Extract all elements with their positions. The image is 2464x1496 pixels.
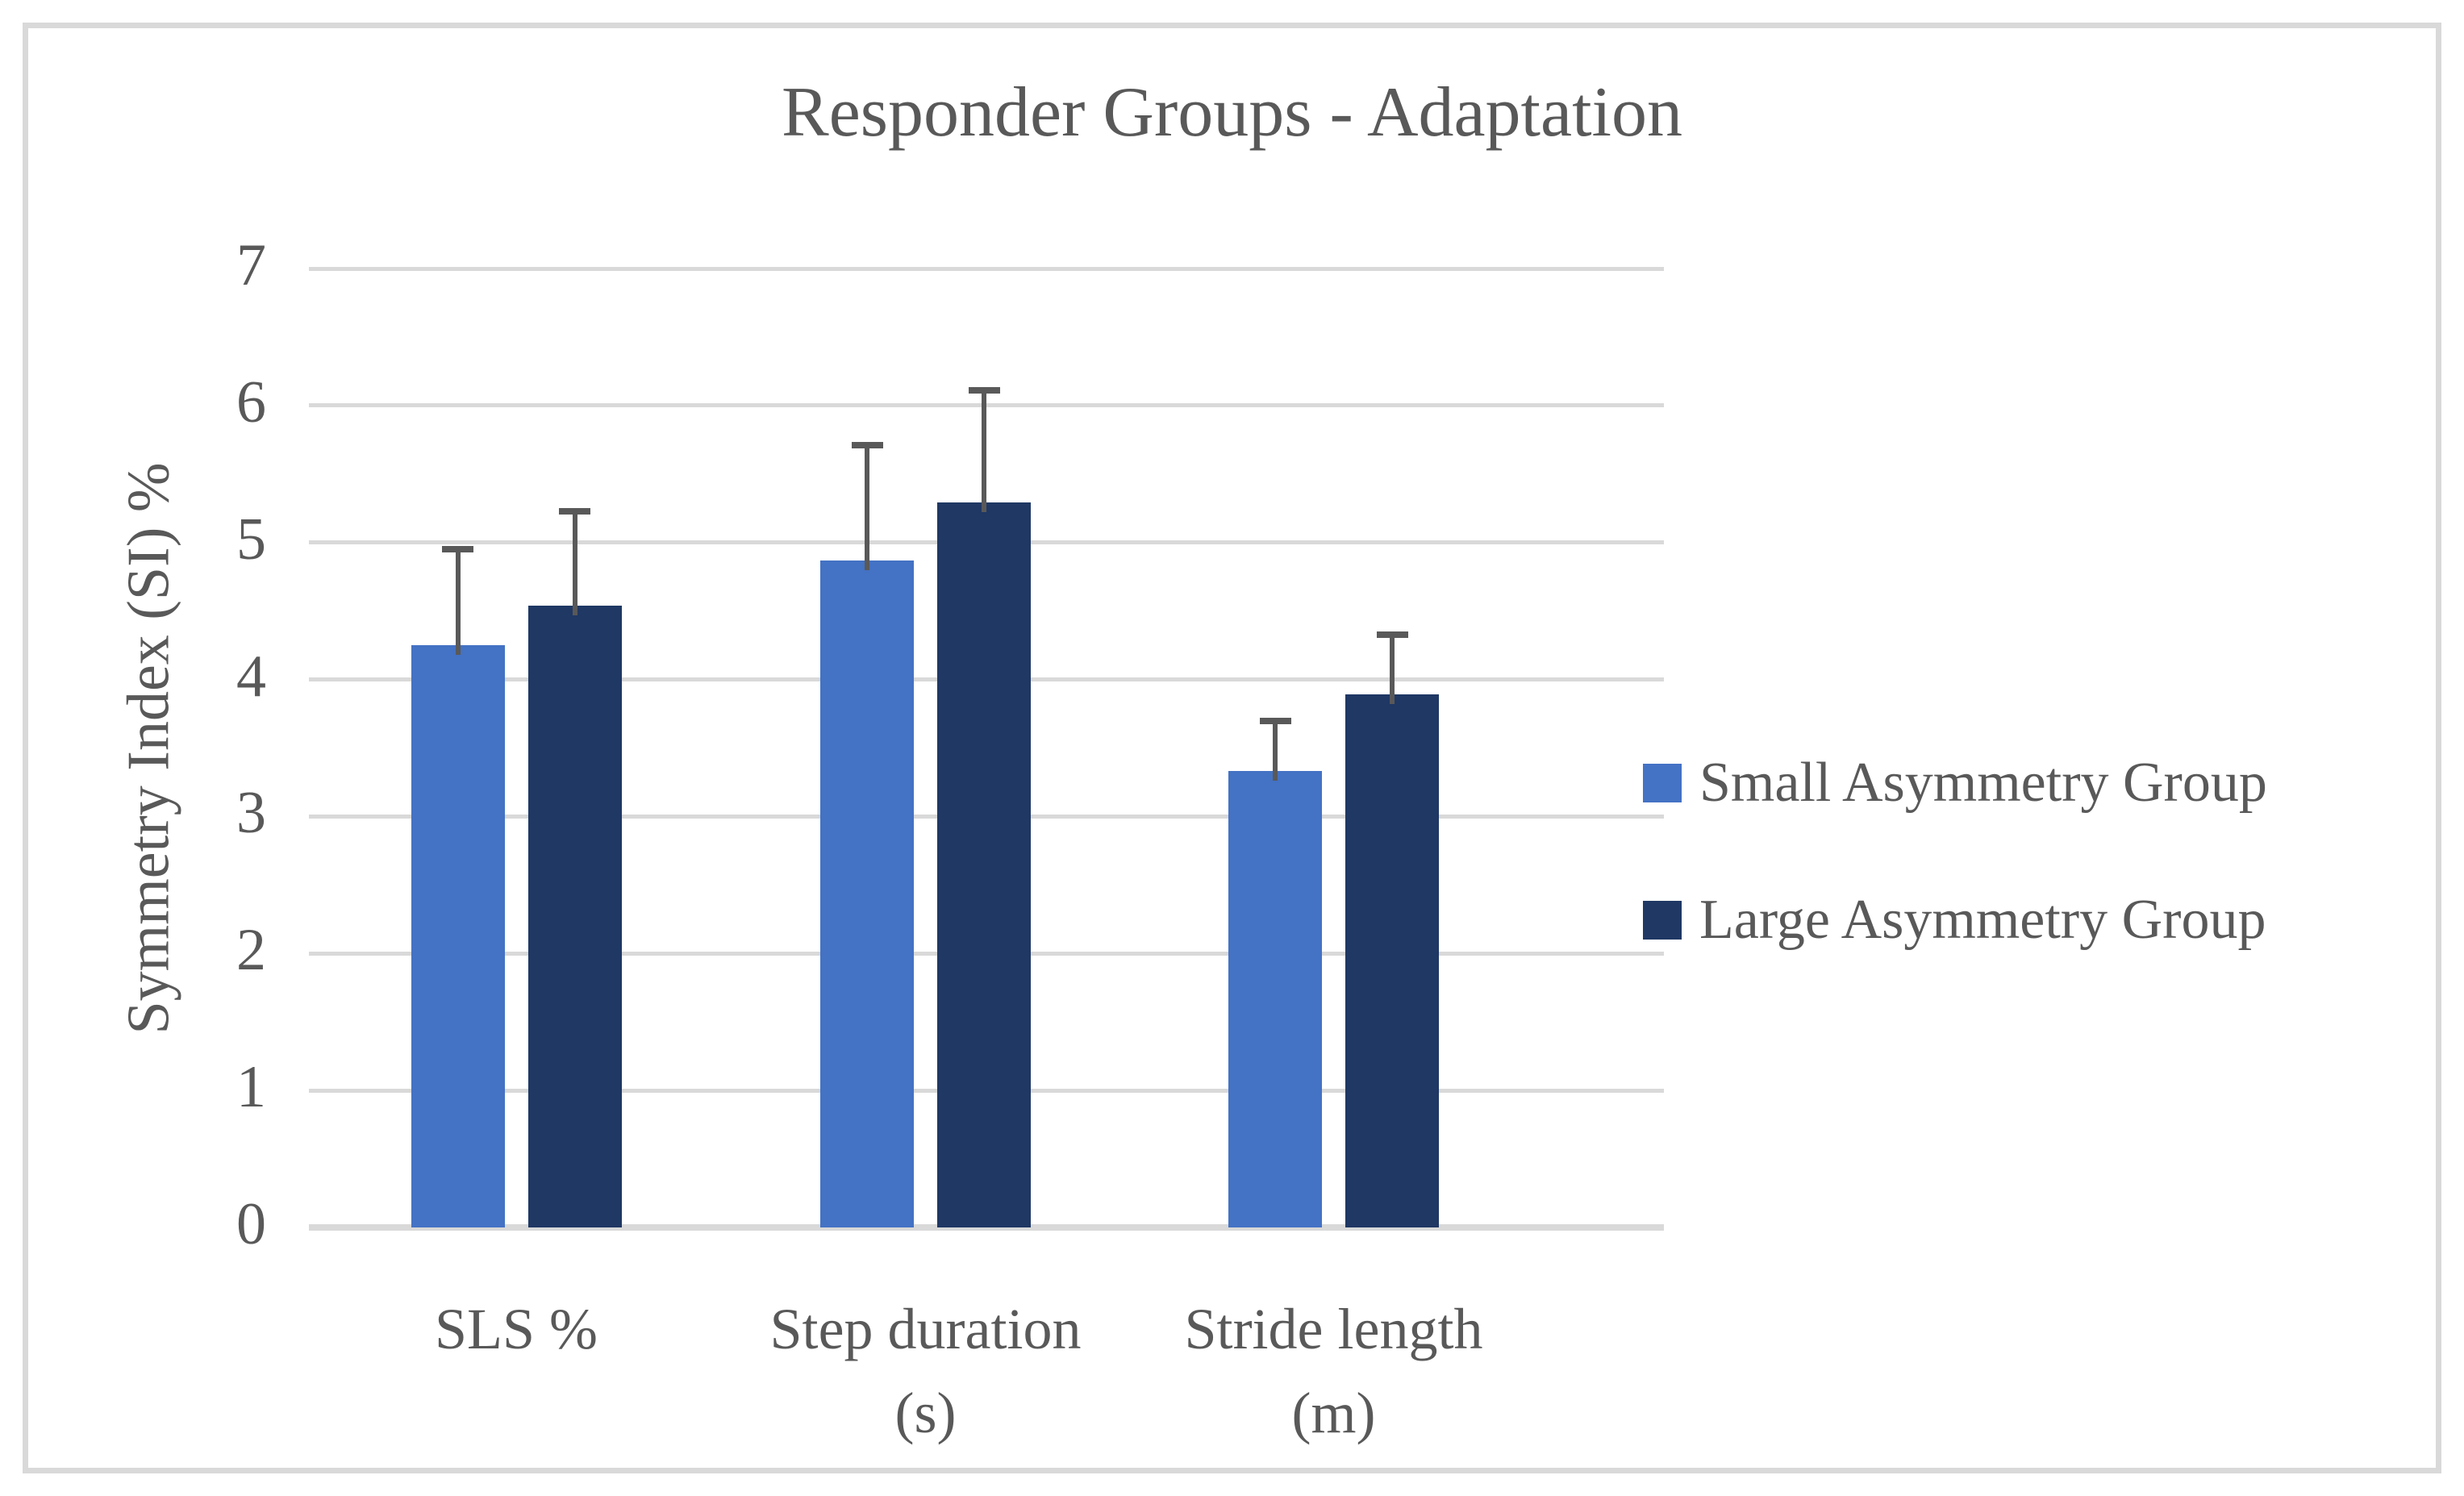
error-bar-cap (442, 546, 473, 553)
category-label-line1: Stride length (1184, 1297, 1483, 1361)
bar-small-asymmetry (411, 645, 505, 1227)
legend-swatch-small-asymmetry (1643, 764, 1682, 802)
category-label: Step duration (s) (668, 1287, 1184, 1456)
bar-small-asymmetry (1228, 771, 1322, 1227)
error-bar-whisker (1390, 634, 1395, 705)
error-bar-cap (1259, 717, 1291, 724)
category-label-line1: SLS % (434, 1297, 598, 1361)
legend-swatch-large-asymmetry (1643, 901, 1682, 940)
legend-label: Large Asymmetry Group (1699, 889, 2266, 951)
category-label-line1: Step duration (769, 1297, 1082, 1361)
bar-small-asymmetry (820, 560, 914, 1227)
error-bar-whisker (572, 510, 577, 615)
y-tick-label: 0 (236, 1191, 266, 1258)
error-bar-cap (851, 442, 883, 449)
category-label: Stride length (m) (1076, 1287, 1592, 1456)
legend-item-large-asymmetry: Large Asymmetry Group (1643, 892, 2267, 948)
bar-large-asymmetry (527, 605, 622, 1227)
bar-large-asymmetry (1345, 694, 1439, 1227)
legend: Small Asymmetry Group Large Asymmetry Gr… (1643, 755, 2267, 1029)
y-tick-label: 2 (236, 917, 266, 984)
y-tick-label: 1 (236, 1054, 266, 1121)
error-bar-whisker (1273, 720, 1278, 781)
y-tick-label: 5 (236, 506, 266, 573)
category-label-unit: (m) (1291, 1381, 1376, 1446)
chart-title: Responder Groups - Adaptation (782, 73, 1682, 152)
gridline (309, 266, 1664, 271)
y-tick-label: 6 (236, 369, 266, 435)
error-bar-cap (968, 387, 1000, 394)
error-bar-cap (1376, 631, 1408, 638)
error-bar-cap (559, 507, 590, 515)
legend-label: Small Asymmetry Group (1699, 752, 2267, 814)
category-label: SLS % (258, 1287, 774, 1371)
y-tick-label: 4 (236, 643, 266, 710)
y-tick-label: 3 (236, 780, 266, 847)
legend-item-small-asymmetry: Small Asymmetry Group (1643, 755, 2267, 811)
bar-large-asymmetry (937, 502, 1031, 1227)
error-bar-whisker (455, 549, 461, 656)
error-bar-whisker (982, 390, 986, 513)
x-axis-line (309, 1224, 1664, 1231)
category-label-unit: (s) (894, 1381, 957, 1446)
y-tick-label: 7 (236, 232, 266, 299)
gridline (309, 403, 1664, 408)
error-bar-whisker (865, 445, 869, 570)
